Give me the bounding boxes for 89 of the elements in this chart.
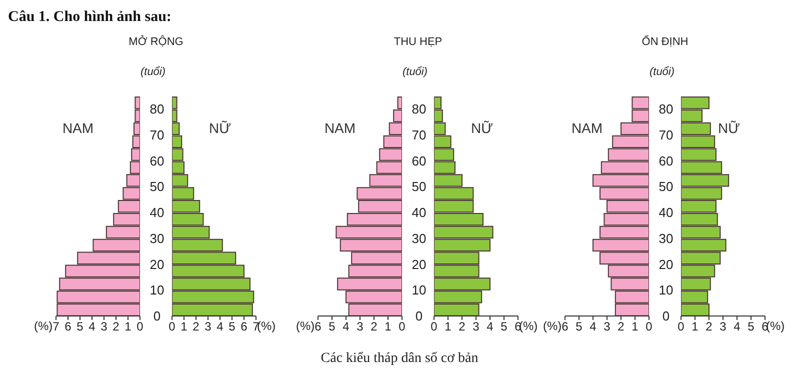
y-axis-title: (tuổi) xyxy=(401,66,429,78)
x-tick-label: 7 xyxy=(252,320,260,334)
x-axis-title: (%) xyxy=(519,319,538,333)
x-tick-label: 3 xyxy=(204,320,212,334)
y-tick-label: 80 xyxy=(150,102,164,117)
x-tick-label: 2 xyxy=(192,320,200,334)
x-tick-label: 3 xyxy=(356,320,364,334)
y-tick-label: 40 xyxy=(658,205,674,220)
x-tick-label: 3 xyxy=(100,320,108,334)
y-tick-label: 70 xyxy=(412,127,426,142)
y-tick-label: 10 xyxy=(412,282,426,298)
y-tick-label: 10 xyxy=(658,282,674,298)
x-tick-label: 4 xyxy=(88,320,96,334)
y-tick-label: 60 xyxy=(412,153,426,168)
y-tick-label: 80 xyxy=(412,102,426,117)
x-tick-label: 5 xyxy=(500,320,508,334)
y-tick-label: 20 xyxy=(150,256,164,272)
y-tick-label: 30 xyxy=(150,230,164,246)
x-tick-label: 1 xyxy=(384,320,392,334)
x-tick-label: 0 xyxy=(398,320,406,334)
x-axis-title: (%) xyxy=(296,319,315,333)
y-tick-label: 50 xyxy=(658,179,674,194)
x-tick-label: 5 xyxy=(748,320,755,334)
x-tick-label: 7 xyxy=(52,320,60,334)
y-tick-label: 30 xyxy=(412,230,426,246)
x-tick-label: 5 xyxy=(328,320,336,334)
y-tick-label: 20 xyxy=(658,256,674,272)
y-tick-label: 60 xyxy=(150,153,164,168)
x-tick-label: 2 xyxy=(458,320,466,334)
x-tick-label: 2 xyxy=(618,320,625,334)
x-axis-title: (%) xyxy=(34,319,53,333)
x-tick-label: 0 xyxy=(646,320,653,334)
x-tick-label: 6 xyxy=(314,320,322,334)
x-tick-label: 4 xyxy=(486,320,494,334)
y-tick-label: 60 xyxy=(658,153,674,168)
y-tick-label: 40 xyxy=(412,205,426,220)
x-tick-label: 4 xyxy=(216,320,224,334)
x-tick-label: 1 xyxy=(444,320,452,334)
text: Câu 1. Cho hình ảnh sau: xyxy=(8,8,172,26)
x-axis-title: (%) xyxy=(543,319,562,333)
y-tick-label: 0 xyxy=(153,308,161,324)
x-tick-label: 2 xyxy=(706,320,713,334)
x-tick-label: 0 xyxy=(136,320,144,334)
y-tick-label: 80 xyxy=(658,102,674,117)
series-label: NAM xyxy=(570,120,604,136)
series-label: NỮ xyxy=(208,120,232,136)
x-axis-title: (%) xyxy=(257,319,276,333)
x-tick-label: 5 xyxy=(228,320,236,334)
text: Các kiểu tháp dân số cơ bản xyxy=(320,351,480,367)
x-tick-label: 6 xyxy=(562,320,569,334)
x-tick-label: 0 xyxy=(678,320,685,334)
y-tick-label: 10 xyxy=(150,282,164,298)
x-tick-label: 1 xyxy=(632,320,639,334)
x-tick-label: 4 xyxy=(734,320,741,334)
text: NAM xyxy=(61,120,95,136)
x-tick-label: 6 xyxy=(240,320,248,334)
x-tick-label: 0 xyxy=(168,320,176,334)
x-tick-label: 3 xyxy=(720,320,727,334)
chart-title: THU HẸP xyxy=(392,36,444,48)
x-tick-label: 5 xyxy=(76,320,84,334)
x-axis-title: (%) xyxy=(766,319,785,333)
x-tick-label: 2 xyxy=(112,320,120,334)
series-label: NỮ xyxy=(470,120,494,136)
chart-title: ỔN ĐỊNH xyxy=(640,36,690,48)
y-tick-label: 70 xyxy=(658,127,674,142)
x-tick-label: 1 xyxy=(180,320,188,334)
series-label: NỮ xyxy=(716,120,742,136)
x-tick-label: 4 xyxy=(590,320,597,334)
y-axis-title: (tuổi) xyxy=(139,66,167,78)
x-tick-label: 5 xyxy=(576,320,583,334)
series-label: NAM xyxy=(323,120,357,136)
y-tick-label: 0 xyxy=(415,308,423,324)
x-tick-label: 0 xyxy=(430,320,438,334)
y-tick-label: 50 xyxy=(150,179,164,194)
x-tick-label: 3 xyxy=(604,320,611,334)
chart-title: MỞ RỘNG xyxy=(128,36,184,48)
y-axis-title: (tuổi) xyxy=(648,66,676,78)
x-tick-label: 4 xyxy=(342,320,350,334)
y-tick-label: 0 xyxy=(662,308,670,324)
y-tick-label: 30 xyxy=(658,230,674,246)
x-tick-label: 6 xyxy=(64,320,72,334)
y-tick-label: 20 xyxy=(412,256,426,272)
y-tick-label: 40 xyxy=(150,205,164,220)
x-tick-label: 1 xyxy=(124,320,132,334)
x-tick-label: 3 xyxy=(472,320,480,334)
x-tick-label: 1 xyxy=(692,320,699,334)
x-tick-label: 2 xyxy=(370,320,378,334)
y-tick-label: 70 xyxy=(150,127,164,142)
y-tick-label: 50 xyxy=(412,179,426,194)
